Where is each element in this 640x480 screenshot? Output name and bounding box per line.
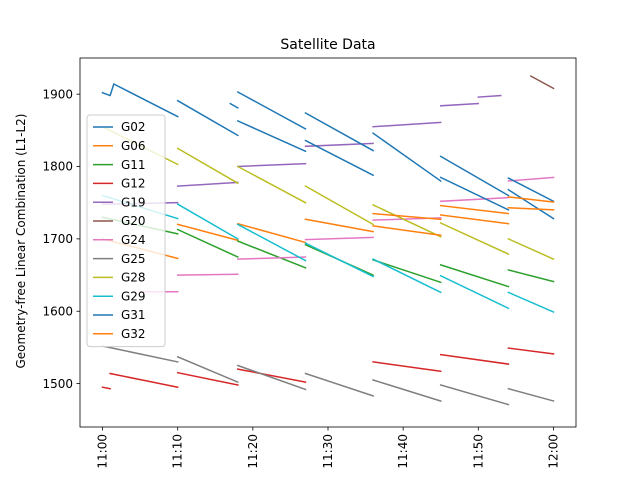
series-line-g28 [236, 165, 307, 204]
series-line-g31 [507, 188, 555, 220]
series-line-g31 [236, 90, 307, 130]
series-line-g19 [176, 181, 239, 187]
series-line-g24 [439, 196, 510, 203]
series-line-g12 [439, 353, 510, 365]
series-line-g12 [101, 386, 111, 390]
chart-title: Satellite Data [280, 37, 375, 53]
series-line-g25 [101, 345, 179, 363]
x-tick-label: 11:40 [396, 434, 410, 469]
series-line-g19 [372, 121, 442, 128]
y-tick-label: 1700 [42, 232, 73, 246]
series-line-g28 [304, 185, 375, 226]
series-line-g12 [109, 372, 179, 389]
y-tick-label: 1900 [42, 87, 73, 101]
series-line-g02 [236, 119, 307, 153]
series-line-g25 [304, 372, 375, 397]
plot-area [101, 75, 555, 406]
y-tick-label: 1600 [42, 304, 73, 318]
series-line-g19 [237, 162, 307, 168]
series-line-g31 [439, 155, 510, 197]
series-line-g20 [529, 75, 555, 90]
series-line-g12 [507, 347, 555, 355]
series-line-g29 [236, 223, 307, 262]
series-line-g32 [507, 207, 555, 211]
series-line-g11 [236, 240, 307, 269]
series-line-g28 [176, 147, 239, 185]
series-line-g31 [372, 132, 442, 183]
series-line-g11 [176, 228, 239, 258]
y-axis-title: Geometry-free Linear Combination (L1-L2) [14, 114, 28, 369]
legend-label-g28: G28 [121, 271, 146, 285]
series-line-g32 [372, 225, 442, 237]
series-line-g32 [439, 214, 510, 225]
series-line-g11 [372, 258, 442, 284]
series-line-g12 [236, 368, 307, 383]
series-lines [101, 75, 555, 406]
series-line-g25 [236, 364, 307, 391]
series-line-g25 [439, 384, 510, 406]
series-line-g31 [439, 176, 510, 211]
series-line-g06 [236, 222, 307, 244]
series-line-g25 [372, 379, 442, 402]
series-line-g06 [176, 223, 239, 242]
series-line-g32 [507, 196, 555, 203]
legend-label-g24: G24 [121, 233, 146, 247]
series-line-g32 [439, 204, 510, 215]
series-line-g29 [304, 242, 375, 278]
series-line-g28 [439, 222, 510, 256]
legend-label-g32: G32 [121, 327, 146, 341]
series-line-g25 [176, 355, 239, 384]
series-line-g31 [507, 177, 555, 203]
legend-box [86, 114, 166, 348]
x-tick-label: 11:20 [246, 434, 260, 469]
series-line-g12 [176, 371, 239, 386]
legend-label-g02: G02 [121, 120, 146, 134]
series-line-g06 [304, 218, 374, 233]
series-line-g02 [176, 99, 239, 137]
legend-label-g06: G06 [121, 139, 146, 153]
axes: 1500 1600 1700 1800 1900 11:00 11:10 11:20 11:30… [42, 57, 577, 469]
series-line-g11 [439, 263, 510, 288]
x-tick-label: 11:50 [471, 434, 485, 469]
legend-label-g25: G25 [121, 252, 146, 266]
series-line-g31 [229, 102, 239, 109]
series-line-g28 [372, 203, 442, 238]
legend-label-g29: G29 [121, 289, 146, 303]
series-line-g02 [101, 83, 179, 118]
series-line-g31 [304, 139, 375, 177]
series-line-g32 [372, 212, 442, 221]
x-tick-label: 11:00 [96, 434, 110, 469]
series-line-g29 [439, 274, 510, 310]
legend-label-g19: G19 [121, 195, 146, 209]
series-line-g19 [439, 102, 480, 107]
legend: G02 G06 G11 G12 G19 G20 G24 G25 G28 G29 G31 G32 [86, 114, 166, 348]
legend-label-g12: G12 [121, 177, 146, 191]
series-line-g24 [237, 256, 307, 260]
legend-label-g11: G11 [121, 158, 146, 172]
series-line-g28 [507, 237, 555, 261]
y-tick-label: 1500 [42, 377, 73, 391]
series-line-g12 [372, 361, 442, 373]
series-line-g31 [304, 111, 375, 152]
y-tick-label: 1800 [42, 160, 73, 174]
series-line-g29 [372, 258, 442, 294]
series-line-g29 [507, 291, 555, 313]
series-line-g29 [176, 203, 239, 240]
series-line-g19 [477, 94, 502, 98]
legend-label-g20: G20 [121, 214, 146, 228]
series-line-g24 [507, 176, 555, 182]
x-tick-label: 11:10 [171, 434, 185, 469]
legend-label-g31: G31 [121, 308, 146, 322]
series-line-g24 [304, 236, 374, 241]
x-tick-label: 11:30 [321, 434, 335, 469]
series-line-g11 [507, 269, 555, 283]
series-line-g25 [507, 387, 555, 402]
series-line-g24 [176, 273, 239, 276]
x-tick-label: 12:00 [546, 434, 560, 469]
